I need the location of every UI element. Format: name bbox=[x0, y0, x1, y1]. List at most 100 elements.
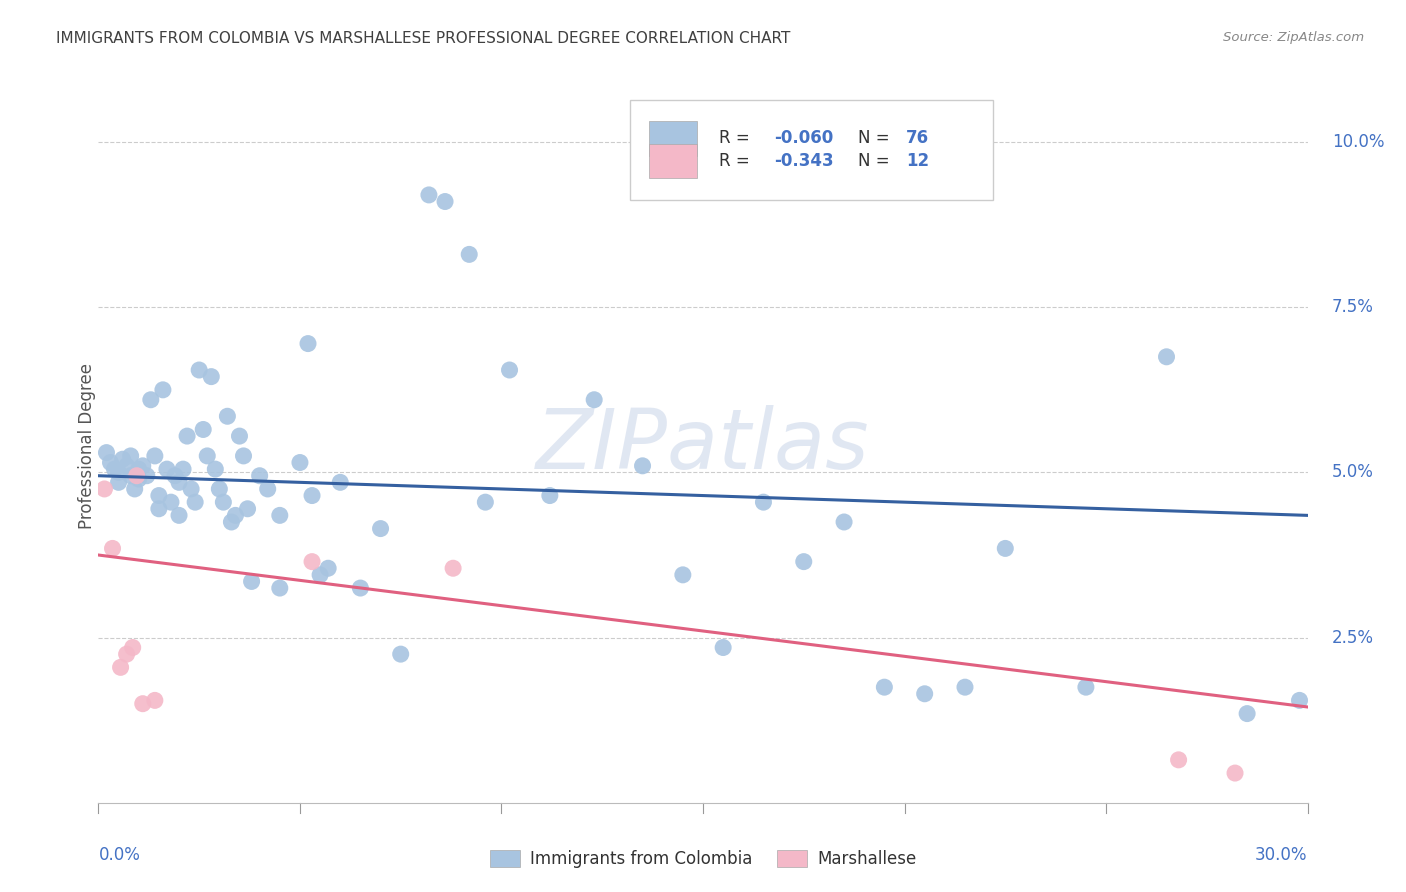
Point bbox=[167, 475, 190, 490]
Point bbox=[115, 647, 138, 661]
Point bbox=[301, 555, 323, 569]
Point bbox=[212, 495, 235, 509]
Point bbox=[107, 475, 129, 490]
Point bbox=[832, 515, 855, 529]
Point bbox=[204, 462, 226, 476]
Point bbox=[172, 462, 194, 476]
Point bbox=[188, 363, 211, 377]
Point bbox=[139, 392, 162, 407]
Text: 30.0%: 30.0% bbox=[1256, 846, 1308, 863]
Point bbox=[316, 561, 339, 575]
Point bbox=[672, 567, 695, 582]
Point bbox=[538, 489, 561, 503]
Point bbox=[240, 574, 263, 589]
Point bbox=[167, 508, 190, 523]
Point bbox=[441, 561, 464, 575]
Point bbox=[96, 445, 118, 459]
Text: 76: 76 bbox=[905, 129, 929, 147]
Point bbox=[128, 462, 150, 476]
Point bbox=[256, 482, 278, 496]
Point bbox=[143, 693, 166, 707]
Text: 10.0%: 10.0% bbox=[1331, 133, 1385, 151]
Point bbox=[711, 640, 734, 655]
Text: 2.5%: 2.5% bbox=[1331, 629, 1374, 647]
Point bbox=[163, 468, 186, 483]
Text: 12: 12 bbox=[905, 153, 929, 170]
Text: ZIPatlas: ZIPatlas bbox=[536, 406, 870, 486]
Point bbox=[93, 482, 115, 496]
Text: R =: R = bbox=[718, 153, 755, 170]
Point bbox=[128, 472, 150, 486]
Point bbox=[115, 458, 138, 473]
Point bbox=[103, 462, 125, 476]
Point bbox=[1167, 753, 1189, 767]
Legend: Immigrants from Colombia, Marshallese: Immigrants from Colombia, Marshallese bbox=[481, 842, 925, 877]
Point bbox=[224, 508, 246, 523]
Text: 0.0%: 0.0% bbox=[98, 846, 141, 863]
Point bbox=[1156, 350, 1178, 364]
Point bbox=[994, 541, 1017, 556]
Point bbox=[208, 482, 231, 496]
Point bbox=[110, 660, 132, 674]
Point bbox=[1074, 680, 1097, 694]
Point bbox=[349, 581, 371, 595]
Point bbox=[309, 567, 332, 582]
Point bbox=[100, 456, 122, 470]
Text: -0.060: -0.060 bbox=[775, 129, 834, 147]
Text: Source: ZipAtlas.com: Source: ZipAtlas.com bbox=[1223, 31, 1364, 45]
Point bbox=[176, 429, 198, 443]
Point bbox=[195, 449, 218, 463]
Point bbox=[434, 194, 457, 209]
Point bbox=[793, 555, 815, 569]
Point bbox=[121, 640, 143, 655]
Text: R =: R = bbox=[718, 129, 755, 147]
Point bbox=[583, 392, 606, 407]
Text: N =: N = bbox=[858, 153, 894, 170]
Point bbox=[953, 680, 976, 694]
Point bbox=[389, 647, 412, 661]
Point bbox=[1223, 766, 1246, 780]
Point bbox=[148, 501, 170, 516]
Point bbox=[124, 482, 146, 496]
Text: IMMIGRANTS FROM COLOMBIA VS MARSHALLESE PROFESSIONAL DEGREE CORRELATION CHART: IMMIGRANTS FROM COLOMBIA VS MARSHALLESE … bbox=[56, 31, 790, 46]
Point bbox=[148, 489, 170, 503]
Point bbox=[418, 188, 440, 202]
Point bbox=[132, 458, 155, 473]
Point bbox=[132, 697, 155, 711]
Point bbox=[217, 409, 239, 424]
Point bbox=[329, 475, 352, 490]
Point bbox=[111, 452, 134, 467]
Point bbox=[297, 336, 319, 351]
Point bbox=[184, 495, 207, 509]
Point bbox=[232, 449, 254, 463]
Y-axis label: Professional Degree: Professional Degree bbox=[79, 363, 96, 529]
Point bbox=[370, 522, 392, 536]
Point bbox=[125, 468, 148, 483]
Point bbox=[101, 541, 124, 556]
Point bbox=[1288, 693, 1310, 707]
Text: 5.0%: 5.0% bbox=[1331, 464, 1374, 482]
FancyBboxPatch shape bbox=[648, 121, 697, 155]
Point bbox=[193, 422, 215, 436]
Point bbox=[107, 466, 129, 480]
Point bbox=[752, 495, 775, 509]
Point bbox=[474, 495, 496, 509]
Point bbox=[152, 383, 174, 397]
Point bbox=[301, 489, 323, 503]
Point bbox=[236, 501, 259, 516]
Text: -0.343: -0.343 bbox=[775, 153, 834, 170]
Text: N =: N = bbox=[858, 129, 894, 147]
Point bbox=[160, 495, 183, 509]
Point bbox=[288, 456, 311, 470]
Point bbox=[498, 363, 520, 377]
Text: 7.5%: 7.5% bbox=[1331, 298, 1374, 317]
Point bbox=[914, 687, 936, 701]
Point bbox=[143, 449, 166, 463]
Point bbox=[120, 468, 142, 483]
Point bbox=[228, 429, 250, 443]
Point bbox=[120, 449, 142, 463]
Point bbox=[180, 482, 202, 496]
Point bbox=[631, 458, 654, 473]
Point bbox=[221, 515, 243, 529]
Point bbox=[269, 581, 291, 595]
